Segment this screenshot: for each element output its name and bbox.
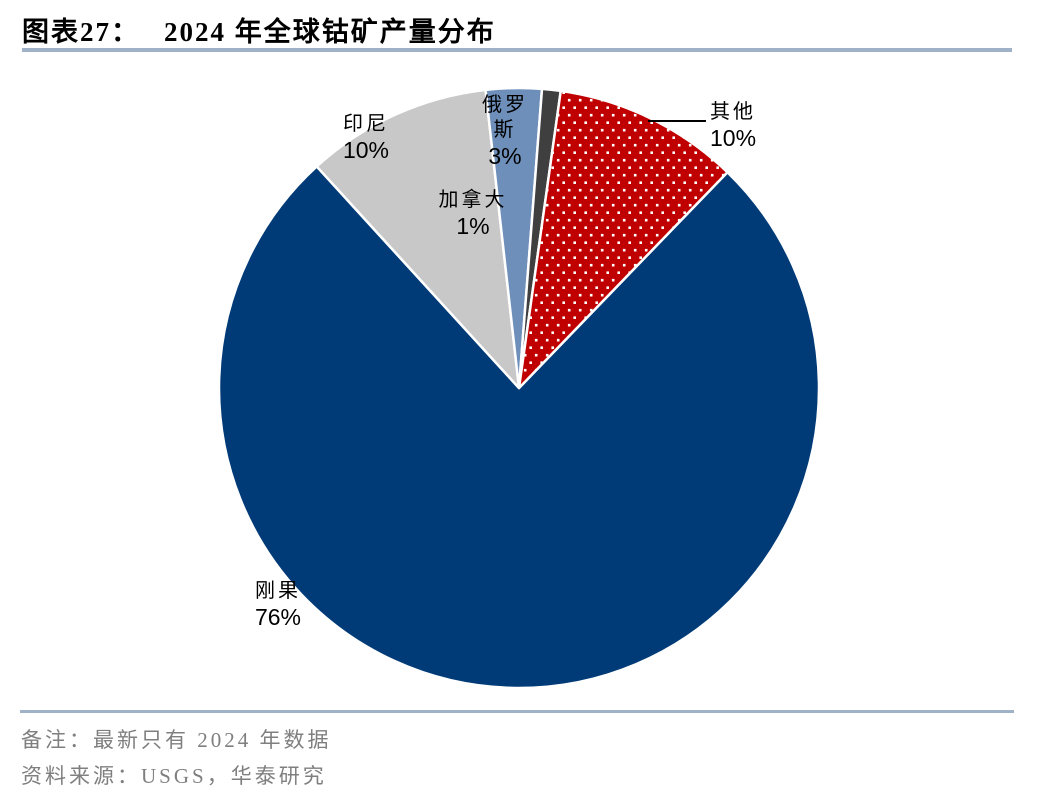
chart-title: 图表27： 2024 年全球钴矿产量分布 [22,10,1022,49]
pie-label-russia-name-line2: 斯 [493,119,517,141]
pie-slice-other [517,89,729,390]
pie-slice-indonesia [315,88,521,390]
title-underline-rule [22,48,1012,52]
pie-label-other-pct: 10% [710,125,757,151]
pie-label-russia-pct: 3% [488,143,522,169]
pie-label-indonesia: 印尼 10% [334,112,398,163]
pie-label-russia: 俄罗 斯 3% [478,93,532,169]
pie-label-congo: 刚果 76% [233,579,323,630]
chart-title-text: 2024 年全球钴矿产量分布 [164,17,496,47]
pie-label-other: 其他 10% [710,100,780,151]
pie-label-canada: 加拿大 1% [423,188,523,239]
pie-slice-congo [217,165,821,690]
pie-label-indonesia-name: 印尼 [343,113,389,135]
footer-divider-rule [20,710,1014,713]
pie-label-canada-pct: 1% [456,213,490,239]
pie-label-other-name: 其他 [710,101,756,123]
pie-label-russia-name-line1: 俄罗 [482,94,528,116]
chart-title-prefix: 图表27： [22,17,140,47]
pie-label-congo-pct: 76% [254,604,302,630]
footer-note: 备注：最新只有 2024 年数据 [21,728,332,752]
pie-label-congo-name: 刚果 [255,580,301,602]
footer-source: 资料来源：USGS，华泰研究 [21,764,327,788]
pie-label-indonesia-pct: 10% [342,137,390,163]
pie-label-other-leader-line [648,120,706,122]
pie-label-canada-name: 加拿大 [438,189,508,211]
